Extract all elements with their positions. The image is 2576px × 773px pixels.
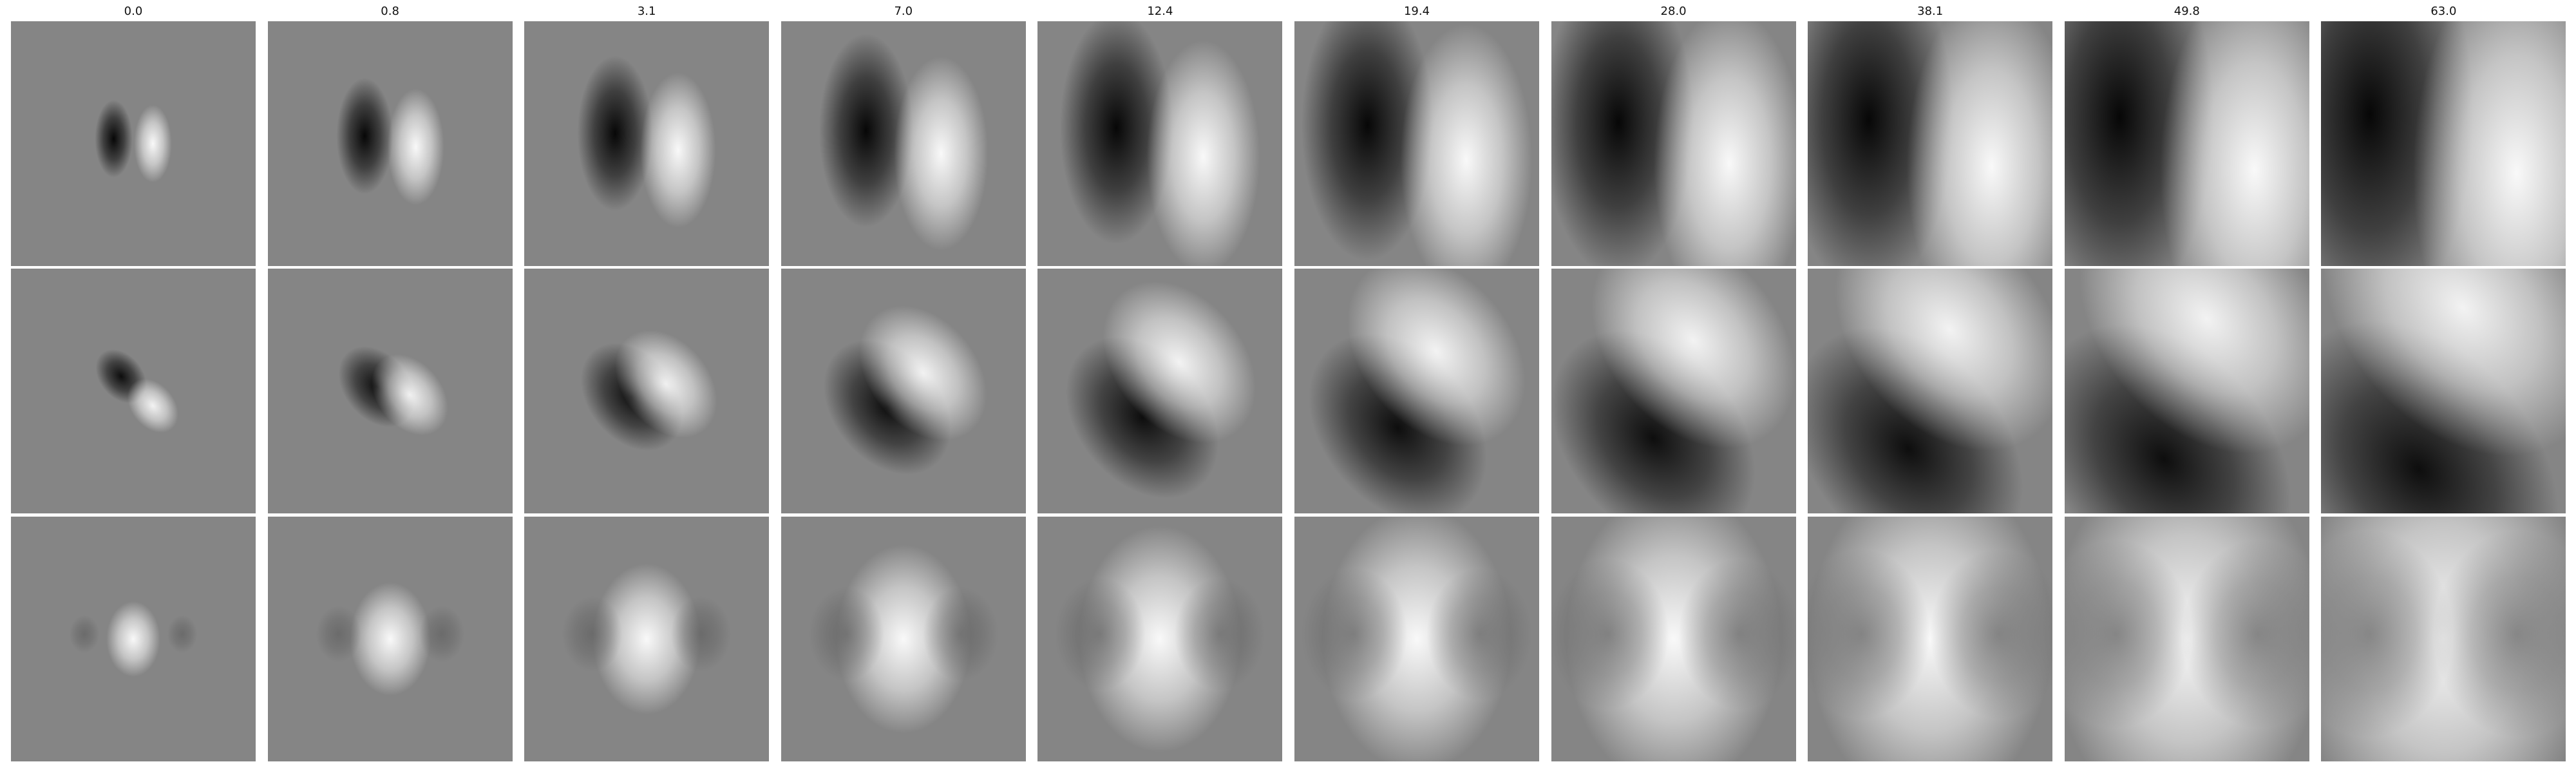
filter-panel-r3-c1 (11, 517, 256, 761)
filter-panel-r1-c6 (1294, 21, 1539, 266)
filter-panel-r1-c3 (524, 21, 770, 266)
filter-image (2321, 21, 2566, 266)
filter-panel-r1-c10 (2321, 21, 2566, 266)
filter-image (11, 21, 256, 266)
column-title-6: 19.4 (1403, 5, 1430, 18)
filter-image (1037, 21, 1283, 266)
filter-panel-r2-c3 (524, 269, 770, 513)
filter-image (1551, 21, 1796, 266)
filter-image (524, 517, 770, 761)
filter-image (1551, 517, 1796, 761)
filter-panel-r2-c10 (2321, 269, 2566, 513)
filter-image (2321, 269, 2566, 513)
column-title-7: 28.0 (1660, 5, 1687, 18)
filter-panel-r2-c2 (267, 269, 513, 513)
filter-image (524, 269, 770, 513)
filter-panel-r3-c8 (1808, 517, 2053, 761)
column-title-2: 0.8 (381, 5, 399, 18)
filter-panel-r1-c1 (11, 21, 256, 266)
filter-image (1808, 21, 2053, 266)
filter-image (2321, 517, 2566, 761)
column-title-1: 0.0 (124, 5, 143, 18)
column-title-8: 38.1 (1917, 5, 1944, 18)
filter-image (11, 517, 256, 761)
filter-panel-r1-c2 (267, 21, 513, 266)
filter-panel-r3-c6 (1294, 517, 1539, 761)
filter-image (524, 21, 770, 266)
filter-image (1551, 269, 1796, 513)
filter-image (267, 21, 513, 266)
filter-panel-r1-c9 (2064, 21, 2309, 266)
filter-panel-r1-c5 (1037, 21, 1283, 266)
filter-image (11, 269, 256, 513)
filter-panel-r2-c4 (781, 269, 1026, 513)
filter-panel-r3-c9 (2064, 517, 2309, 761)
filter-panel-r1-c7 (1551, 21, 1796, 266)
filter-image (2064, 269, 2309, 513)
filter-panel-r3-c4 (781, 517, 1026, 761)
filter-panel-r3-c2 (267, 517, 513, 761)
filter-panel-r1-c8 (1808, 21, 2053, 266)
filter-image (1294, 517, 1539, 761)
filter-image (2064, 21, 2309, 266)
filter-panel-r3-c3 (524, 517, 770, 761)
filter-image (1808, 269, 2053, 513)
filter-panel-r1-c4 (781, 21, 1026, 266)
filter-panel-r2-c9 (2064, 269, 2309, 513)
filter-image (781, 517, 1026, 761)
filter-image (267, 517, 513, 761)
filter-image (1037, 517, 1283, 761)
filter-panel-r2-c6 (1294, 269, 1539, 513)
filter-panel-r2-c7 (1551, 269, 1796, 513)
column-title-5: 12.4 (1147, 5, 1173, 18)
filter-panel-r3-c7 (1551, 517, 1796, 761)
filter-image (781, 269, 1026, 513)
filter-panel-r2-c1 (11, 269, 256, 513)
filter-panel-r2-c5 (1037, 269, 1283, 513)
filter-image (781, 21, 1026, 266)
filter-image (1808, 517, 2053, 761)
filter-image (1037, 269, 1283, 513)
filter-image (1294, 21, 1539, 266)
column-title-4: 7.0 (894, 5, 913, 18)
filter-panel-r2-c8 (1808, 269, 2053, 513)
filter-panel-r3-c10 (2321, 517, 2566, 761)
filter-image (2064, 517, 2309, 761)
column-title-9: 49.8 (2174, 5, 2200, 18)
filter-panel-r3-c5 (1037, 517, 1283, 761)
column-title-3: 3.1 (637, 5, 656, 18)
filter-image (267, 269, 513, 513)
column-title-10: 63.0 (2430, 5, 2457, 18)
filter-image (1294, 269, 1539, 513)
